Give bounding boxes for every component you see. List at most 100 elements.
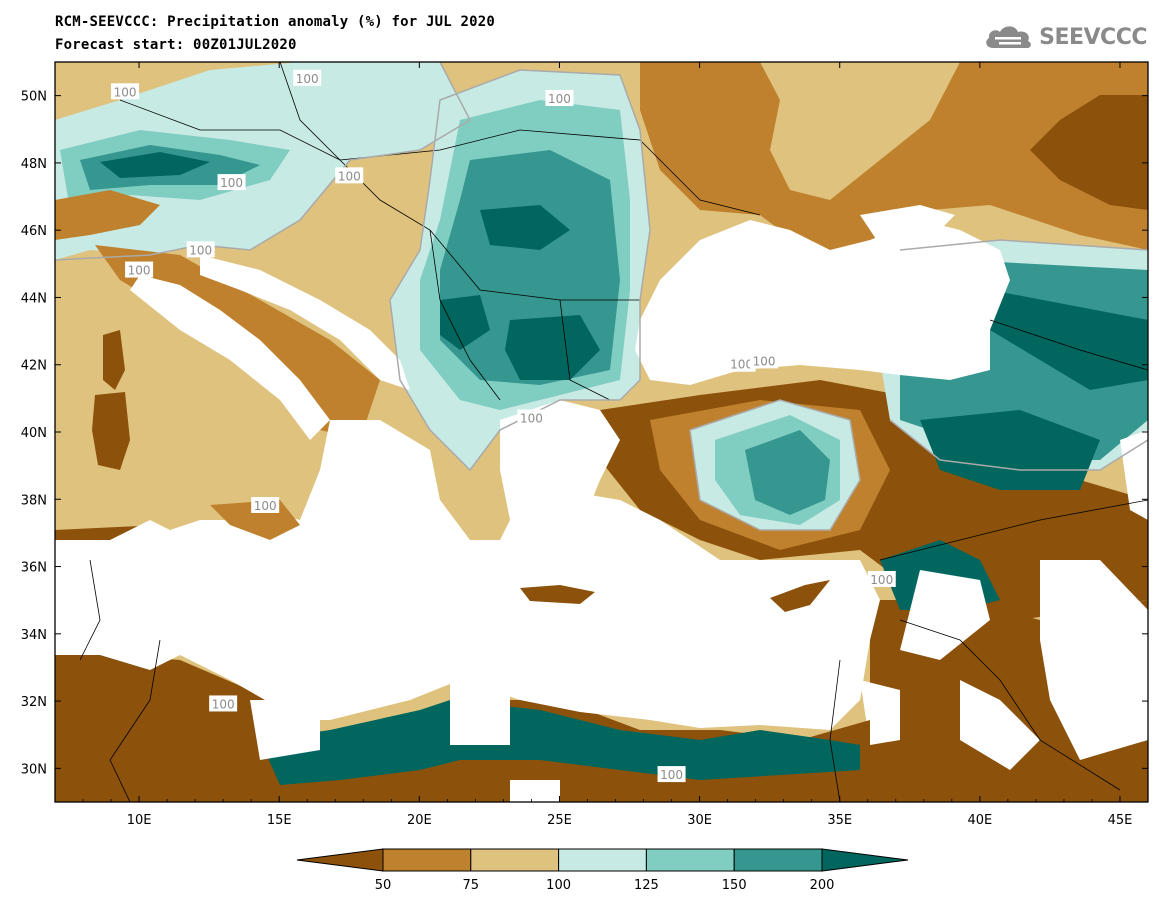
border-line	[109, 639, 161, 802]
contour-label-bg	[217, 174, 246, 191]
border-line	[989, 319, 1148, 371]
map-field	[55, 62, 1148, 802]
sardinia-island	[92, 392, 130, 470]
border-line	[79, 559, 101, 661]
border-line	[899, 619, 1121, 791]
colorbar-label: 125	[634, 878, 659, 893]
contour-label-bg	[335, 167, 364, 184]
colorbar: 50 75 100 125 150 200	[296, 848, 909, 893]
cloud-icon	[986, 26, 1032, 49]
wet-core-serbia	[440, 295, 490, 350]
very-dry-region-russia	[1030, 95, 1148, 210]
wet-core-anatolia	[745, 430, 830, 515]
contour-line	[55, 62, 471, 261]
mediterranean-sea	[55, 420, 880, 730]
contour-label-bg	[111, 83, 140, 100]
tyrrhenian-adriatic-sea	[130, 255, 410, 440]
black-sea	[635, 220, 1010, 385]
colorbar-label: 50	[375, 878, 392, 893]
contour-label: 100	[296, 72, 319, 86]
lat-tick-label: 42N	[21, 359, 47, 374]
contour-label: 100	[548, 92, 571, 106]
contour-label: 100	[220, 176, 243, 190]
wet-core-romania	[480, 205, 570, 250]
no-data-patch-libya-2	[450, 680, 510, 745]
contour-line	[899, 239, 1148, 251]
contour-label-bg	[251, 497, 280, 513]
colorbar-swatch	[382, 848, 472, 872]
contour-label-bg	[545, 90, 574, 106]
contour-label: 100	[212, 697, 235, 711]
border-line	[829, 659, 841, 802]
contour-label-bg	[867, 571, 896, 587]
contour-label: 100	[520, 412, 543, 426]
colorbar-swatch	[821, 848, 909, 872]
contour-label: 100	[128, 264, 151, 278]
forecast-start-label: Forecast start: 00Z01JUL2020	[55, 37, 297, 53]
lat-tick-label: 44N	[21, 291, 47, 306]
light-band-ukraine	[760, 62, 960, 200]
crete-island	[520, 585, 595, 604]
contour-label: 100	[730, 358, 753, 372]
lat-tick-label: 50N	[21, 90, 47, 105]
colorbar-swatch	[733, 848, 823, 872]
colorbar-swatch	[645, 848, 735, 872]
lon-tick-label: 30E	[687, 813, 712, 828]
seevccc-logo: SEEVCCC	[983, 22, 1147, 52]
no-data-patch-jordan	[900, 570, 990, 660]
contour-line	[389, 69, 651, 472]
contour-100-lines	[55, 62, 1148, 531]
contour-label: 100	[254, 499, 277, 513]
no-data-patch-iraq	[1040, 560, 1148, 760]
lon-tick-label: 45E	[1108, 813, 1133, 828]
colorbar-label: 75	[463, 878, 480, 893]
colorbar-swatch	[558, 848, 647, 872]
contour-label-bg	[293, 69, 322, 86]
contour-label: 100	[338, 169, 361, 183]
wet-core-bulgaria	[505, 315, 600, 380]
map-title: RCM-SEEVCCC: Precipitation anomaly (%) f…	[55, 14, 496, 30]
lon-tick-label: 35E	[827, 813, 852, 828]
contour-label-bg	[657, 766, 686, 783]
lat-tick-label: 36N	[21, 561, 47, 576]
contour-label-bg	[727, 355, 756, 372]
border-line	[559, 299, 611, 401]
lon-tick-label: 10E	[127, 813, 152, 828]
aegean-sea	[500, 400, 620, 540]
wet-band-libya-coast	[260, 700, 860, 785]
contour-label-bg	[209, 695, 238, 712]
cyprus-island	[770, 580, 830, 612]
lon-tick-label: 40E	[967, 813, 992, 828]
contour-label: 100	[114, 85, 137, 99]
contour-label: 100	[870, 573, 893, 587]
colorbar-label: 200	[810, 878, 835, 893]
border-line	[639, 139, 761, 216]
country-borders	[79, 62, 1148, 802]
wet-core-alps	[100, 152, 210, 178]
lat-tick-label: 40N	[21, 426, 47, 441]
colorbar-swatch	[470, 848, 560, 872]
lat-tick-label: 48N	[21, 157, 47, 172]
border-line	[429, 229, 501, 401]
lat-tick-label: 38N	[21, 493, 47, 508]
longitude-axis: 10E 15E 20E 25E 30E 35E 40E 45E	[54, 62, 1149, 828]
dry-region-ukraine-russia	[640, 62, 1148, 260]
dry-region-switzerland	[55, 190, 160, 240]
lat-tick-label: 32N	[21, 695, 47, 710]
colorbar-swatch	[296, 848, 384, 872]
contour-label-bg	[750, 352, 779, 369]
no-data-patch-egypt	[510, 780, 560, 802]
lat-tick-label: 30N	[21, 762, 47, 777]
latitude-axis: 30N 32N 34N 36N 38N 40N 42N 44N 46N 48N 50N	[21, 90, 1148, 777]
wet-core-caucasus	[990, 290, 1148, 390]
lon-tick-label: 25E	[547, 813, 572, 828]
contour-label-bg	[517, 409, 546, 426]
contour-line	[889, 419, 1148, 471]
contour-label: 100	[753, 354, 776, 368]
sea-of-azov	[860, 205, 955, 245]
logo-text: SEEVCCC	[1039, 24, 1147, 50]
border-line	[279, 62, 640, 301]
contour-label: 100	[660, 768, 683, 782]
